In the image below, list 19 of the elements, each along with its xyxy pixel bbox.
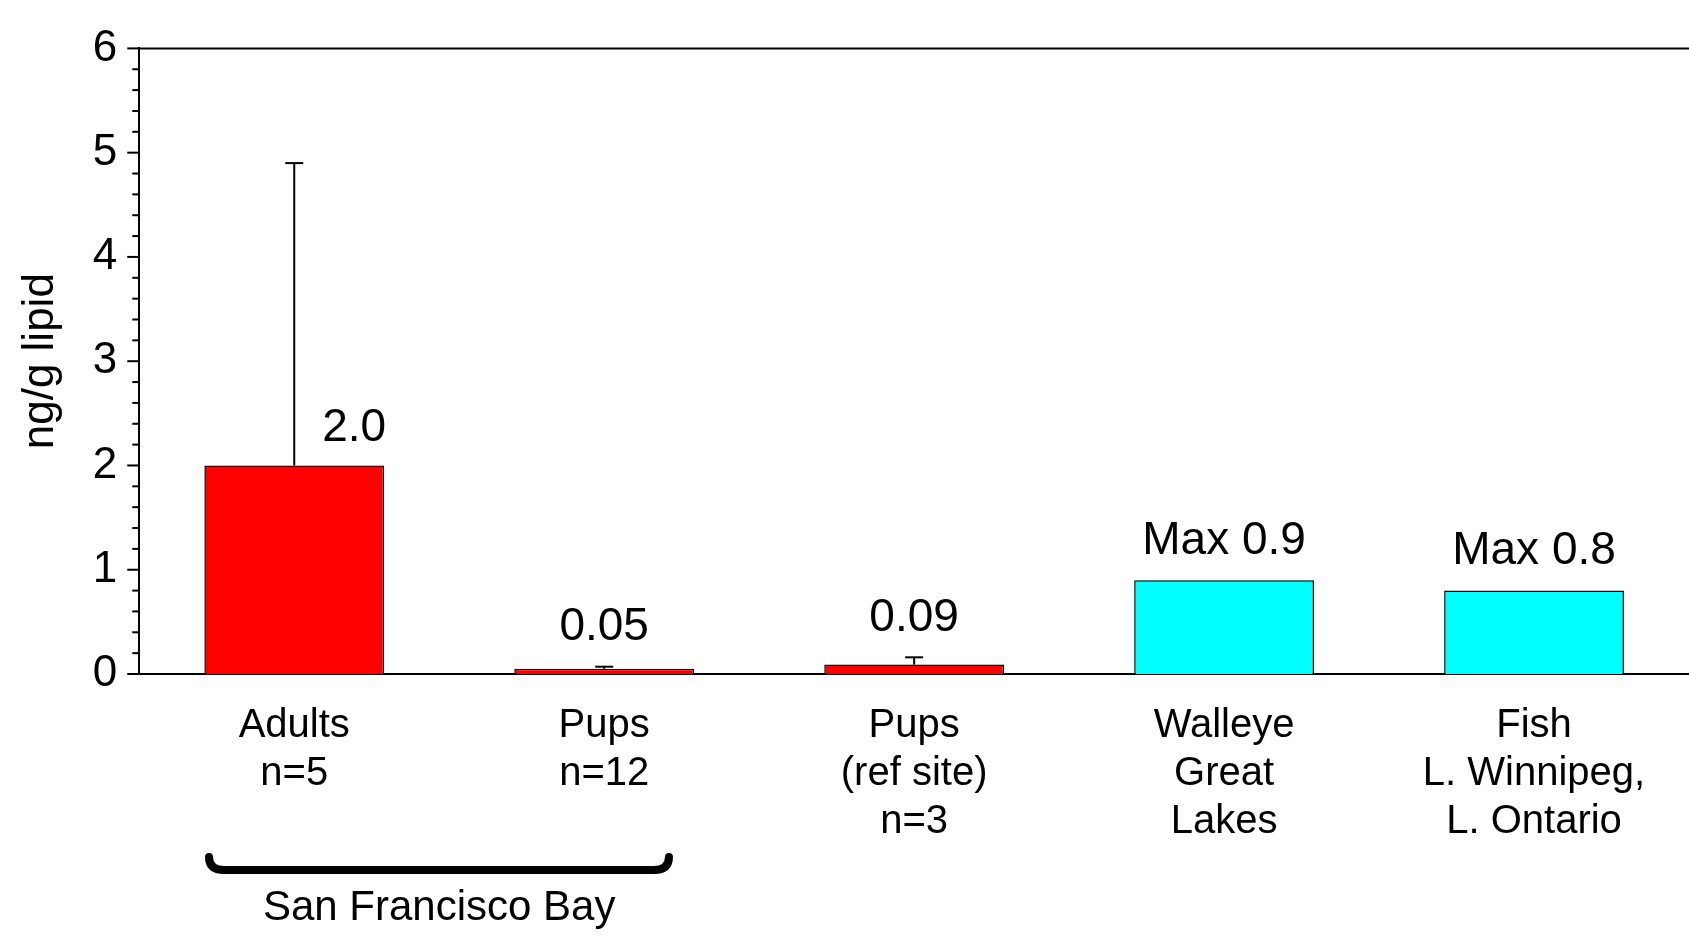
data-label: 0.05 [559,598,649,651]
data-label: 0.09 [869,589,959,641]
y-tick-label: 3 [92,333,118,383]
x-tick-label: Walleye Great Lakes [1153,701,1295,842]
y-tick-label: 1 [92,541,118,591]
text: San Francisco Bay [262,882,616,930]
x-tick-label: Fish L. Winnipeg, L. Ontario [1422,701,1646,842]
data-label: Max 0.9 [1142,511,1306,564]
data-label: Max 0.8 [1452,522,1616,575]
x-tick-label: Pups n=12 [558,701,650,794]
y-axis-title: ng/g lipid [12,273,62,450]
data-label: 2.0 [322,399,387,452]
x-tick-label: Pups (ref site) n=3 [840,701,988,842]
y-tick-label: 5 [92,124,118,174]
x-tick-label: Adults n=5 [238,701,350,794]
y-tick-label: 4 [92,229,118,279]
y-tick-label: 2 [92,437,118,487]
y-tick-label: 0 [92,646,118,696]
y-tick-label: 6 [92,20,118,70]
